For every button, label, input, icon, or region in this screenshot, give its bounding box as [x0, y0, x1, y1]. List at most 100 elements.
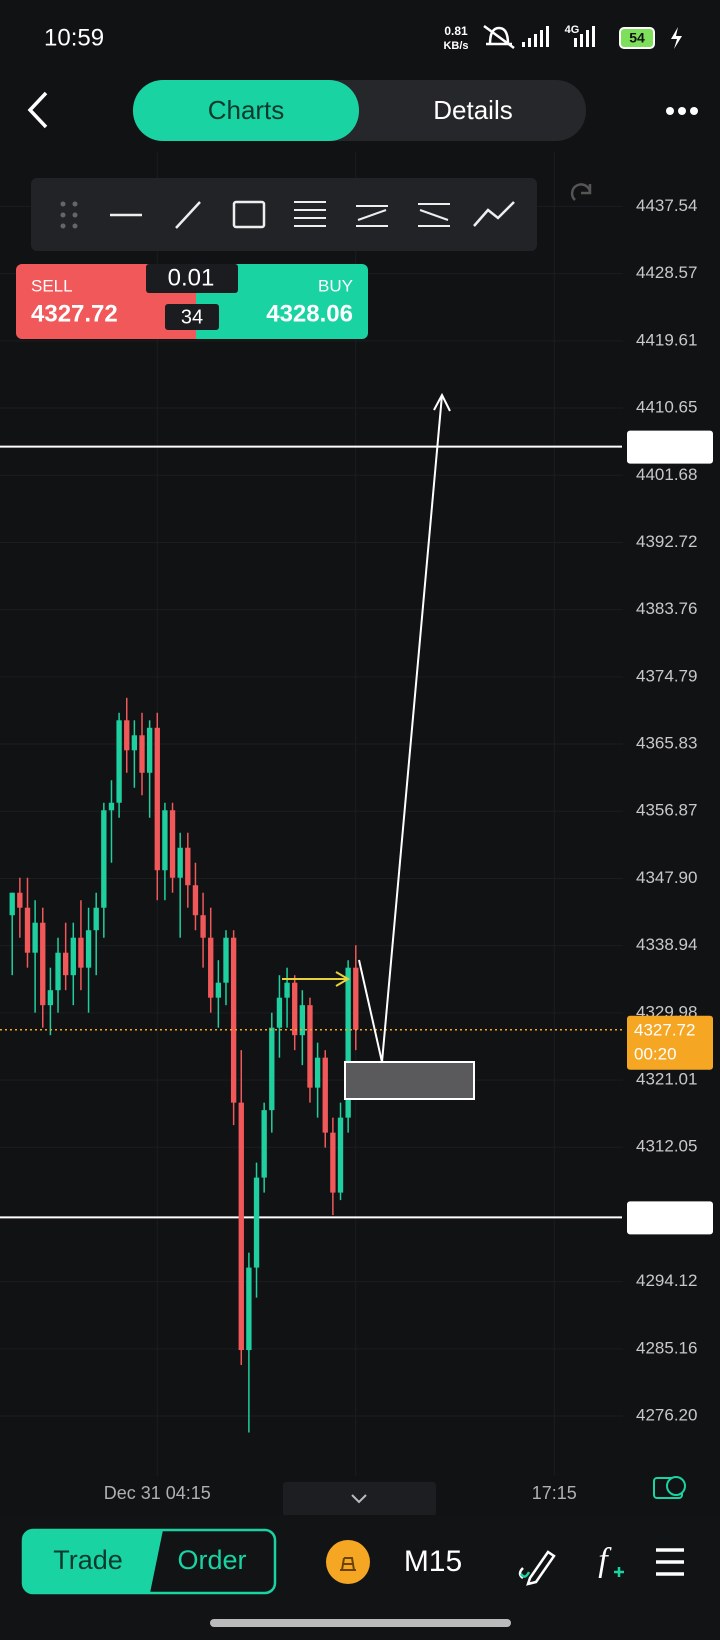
y-tick-label: 4419.61 — [636, 330, 697, 349]
more-button[interactable] — [666, 107, 698, 115]
candle-body — [177, 847, 183, 878]
layout-button-badge — [666, 1476, 686, 1496]
candle-body — [230, 937, 237, 1103]
net-speed-unit: KB/s — [443, 40, 468, 52]
drawing-toolbar — [31, 178, 537, 251]
x-tick-label: 17:15 — [532, 1483, 577, 1503]
yellow-arrow-head — [335, 971, 350, 987]
candle-body — [108, 802, 115, 811]
y-tick-label: 4294.12 — [636, 1271, 697, 1290]
candle-body — [276, 997, 283, 1028]
tab-charts[interactable]: Charts — [208, 95, 285, 125]
y-tick-label: 4383.76 — [636, 599, 697, 618]
candle-body — [337, 1117, 344, 1193]
target-arrow-head — [433, 392, 451, 412]
candle-body — [246, 1267, 252, 1351]
x-tick-label: Dec 31 04:15 — [104, 1483, 211, 1503]
tab-active[interactable] — [133, 80, 359, 141]
candle-body — [307, 1005, 313, 1088]
lot-box[interactable] — [146, 264, 238, 293]
candle-body — [345, 967, 351, 1118]
candle-body — [101, 810, 107, 908]
drawings — [282, 392, 475, 1100]
candle-body — [261, 1110, 267, 1178]
candle-body — [146, 727, 153, 773]
y-tick-label: 4356.87 — [636, 801, 697, 820]
trade-tab-bg[interactable] — [23, 1530, 163, 1593]
trend-line[interactable] — [358, 959, 383, 1063]
lot-size[interactable]: 0.01 — [168, 264, 215, 291]
draw-button[interactable] — [518, 1550, 556, 1586]
chart: 4437.54 4428.57 4419.61 4410.65 4401.68 4392.… — [0, 152, 713, 1503]
candle-body — [284, 982, 290, 998]
trade-tab[interactable]: Trade — [53, 1545, 123, 1575]
sell-label: SELL — [31, 276, 73, 295]
drawing-tools[interactable] — [60, 200, 515, 229]
time-handle[interactable] — [283, 1482, 436, 1516]
order-tab[interactable]: Order — [177, 1545, 246, 1575]
network-type: 4G — [565, 24, 580, 36]
menu-button[interactable] — [656, 1548, 684, 1576]
countdown: 00:20 — [634, 1044, 677, 1063]
timeframe[interactable]: M15 — [404, 1545, 462, 1578]
redo-button[interactable] — [570, 183, 592, 201]
candle-body — [208, 937, 214, 998]
candle-body — [24, 907, 31, 953]
candle-body — [215, 982, 222, 998]
buy-price: 4328.06 — [266, 300, 353, 327]
y-tick-label: 4410.65 — [636, 398, 697, 417]
candle-body — [162, 810, 168, 871]
spread: 34 — [181, 306, 203, 328]
mute-icon — [483, 24, 515, 50]
candle-body — [139, 735, 145, 773]
target-arrow[interactable] — [381, 394, 443, 1063]
candle-body — [353, 967, 359, 1030]
candle-body — [238, 1102, 244, 1351]
y-tick-label: 4365.83 — [636, 734, 697, 753]
candle-body — [330, 1132, 336, 1193]
y-tick-label: 4392.72 — [636, 532, 697, 551]
y-tick-label: 4285.16 — [636, 1338, 697, 1357]
line-label-box — [627, 1201, 713, 1235]
y-tick-label: 4374.79 — [636, 666, 697, 685]
indicator-plus — [614, 1567, 624, 1577]
y-tick-label: 4276.20 — [636, 1406, 697, 1425]
candle-body — [185, 847, 191, 886]
candle-body — [17, 892, 23, 908]
candle-body — [9, 892, 15, 916]
candle-body — [70, 937, 76, 976]
candle-body — [85, 930, 92, 968]
handle-chevron — [351, 1494, 367, 1504]
tab-details[interactable]: Details — [433, 95, 512, 125]
current-price-tag — [627, 1015, 713, 1070]
candle-body — [32, 922, 38, 953]
candle-body — [62, 952, 69, 976]
symbol-icon[interactable] — [326, 1540, 370, 1584]
battery — [619, 27, 655, 49]
y-tick-label: 4321.01 — [636, 1070, 697, 1089]
candle-body — [292, 982, 298, 1036]
spread-box — [165, 304, 219, 330]
y-tick-label: 4312.05 — [636, 1137, 697, 1156]
y-tick-label: 4338.94 — [636, 935, 697, 954]
gold-bars — [340, 1557, 356, 1571]
zone-box[interactable] — [344, 1061, 475, 1100]
back-button[interactable] — [27, 91, 48, 129]
buy-label: BUY — [318, 276, 353, 295]
signal-icon — [522, 26, 595, 47]
y-tick-label: 4437.54 — [636, 196, 697, 215]
candle-body — [47, 990, 54, 1006]
candle-body — [93, 907, 99, 931]
home-indicator — [210, 1619, 511, 1627]
candle-body — [40, 922, 46, 1006]
candle-body — [124, 720, 130, 751]
candle-body — [78, 937, 84, 968]
status-time: 10:59 — [44, 24, 104, 51]
candle-body — [253, 1177, 260, 1268]
line-label-box — [627, 430, 713, 464]
y-tick-label: 4428.57 — [636, 263, 697, 282]
net-speed: 0.81 — [444, 24, 468, 38]
y-tick-label: 4347.90 — [636, 868, 697, 887]
candle-body — [269, 1027, 275, 1111]
